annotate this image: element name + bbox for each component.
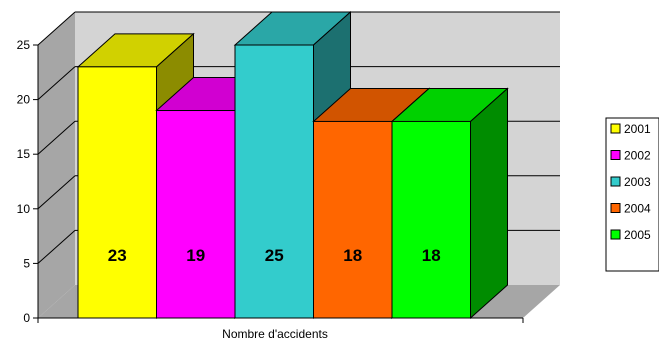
bar-front-2003: [234, 44, 314, 319]
bar-front-2005: [391, 120, 471, 319]
legend-box: [605, 117, 659, 272]
y-tick-label: 0: [23, 311, 30, 325]
chart-side-wall: [38, 12, 75, 318]
gridline-side: [37, 175, 76, 210]
legend-swatch-2005: [610, 229, 621, 240]
y-tick-label: 15: [17, 147, 31, 161]
y-axis-ticks: 0 5 10 15 20 25: [17, 38, 524, 325]
axes: [37, 45, 523, 319]
y-tick-label: 10: [17, 202, 31, 216]
legend-swatch-2003: [610, 176, 621, 187]
bar-2005: 18: [390, 87, 509, 320]
data-label-2001: 23: [108, 246, 127, 265]
data-label-2004: 18: [343, 246, 362, 265]
bar-front-2001: [77, 66, 157, 319]
gridline-side: [37, 11, 76, 46]
data-label-2003: 25: [265, 246, 284, 265]
x-axis-label: Nombre d'accidents: [222, 327, 328, 341]
data-label-2002: 19: [186, 246, 205, 265]
gridline-side: [37, 120, 76, 155]
y-tick-label: 25: [17, 38, 31, 52]
legend-label-2004: 2004: [624, 202, 651, 216]
gridline-side: [37, 230, 76, 264]
legend-label-2003: 2003: [624, 175, 651, 189]
y-tick-label: 5: [23, 256, 30, 270]
bar-front-2004: [313, 120, 393, 319]
legend-label-2005: 2005: [624, 228, 651, 242]
y-tick-label: 20: [17, 93, 31, 107]
bar-side-2005: [470, 87, 508, 320]
bar-front-2002: [156, 110, 236, 319]
legend-label-2001: 2001: [624, 122, 651, 136]
legend-label-2002: 2002: [624, 149, 651, 163]
data-label-2005: 18: [422, 246, 441, 265]
legend-swatch-2002: [610, 150, 621, 160]
legend: 2001 2002 2003 2004 2005: [605, 117, 659, 272]
gridline-side: [37, 66, 76, 100]
legend-swatch-2001: [610, 123, 621, 134]
legend-swatch-2004: [610, 203, 621, 213]
